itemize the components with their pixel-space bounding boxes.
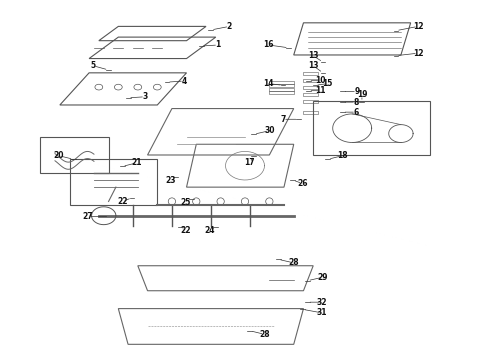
Text: 9: 9: [354, 87, 360, 96]
Bar: [303, 111, 318, 114]
Text: 30: 30: [264, 126, 274, 135]
Text: 13: 13: [308, 61, 319, 70]
Text: 14: 14: [263, 79, 273, 88]
Text: 27: 27: [83, 212, 94, 221]
Text: 3: 3: [143, 92, 148, 101]
Text: 4: 4: [181, 77, 187, 86]
Text: 13: 13: [308, 51, 319, 60]
Bar: [70, 158, 157, 205]
Text: 22: 22: [180, 226, 191, 235]
Text: 20: 20: [53, 151, 64, 160]
Bar: [303, 86, 318, 89]
Bar: [270, 81, 294, 84]
Bar: [303, 100, 318, 103]
Text: 2: 2: [227, 22, 232, 31]
Text: 16: 16: [263, 40, 273, 49]
Text: 11: 11: [315, 86, 326, 95]
Text: 23: 23: [166, 176, 176, 185]
Text: 31: 31: [317, 309, 327, 318]
Text: 8: 8: [353, 98, 359, 107]
Text: 6: 6: [353, 108, 359, 117]
Bar: [303, 72, 318, 75]
Text: 29: 29: [318, 273, 328, 282]
Text: 5: 5: [91, 61, 96, 70]
Text: 15: 15: [322, 79, 333, 88]
Text: 12: 12: [413, 22, 423, 31]
Text: 10: 10: [315, 76, 326, 85]
Text: 25: 25: [180, 198, 191, 207]
Text: 28: 28: [259, 330, 270, 339]
Text: 32: 32: [317, 298, 327, 307]
Text: 22: 22: [117, 197, 127, 206]
Text: 28: 28: [289, 258, 299, 267]
Text: 19: 19: [357, 90, 367, 99]
Text: 7: 7: [280, 115, 286, 124]
Text: 24: 24: [205, 226, 215, 235]
Bar: [40, 137, 109, 173]
Bar: [270, 88, 294, 91]
Bar: [303, 93, 318, 96]
Text: 21: 21: [132, 158, 142, 167]
Text: 17: 17: [245, 158, 255, 167]
Text: 26: 26: [297, 179, 308, 188]
Bar: [270, 91, 294, 94]
Bar: [303, 79, 318, 82]
Text: 18: 18: [337, 151, 348, 160]
Text: 12: 12: [413, 49, 423, 58]
Bar: [270, 84, 294, 87]
Text: 1: 1: [216, 40, 221, 49]
Bar: [313, 102, 430, 155]
